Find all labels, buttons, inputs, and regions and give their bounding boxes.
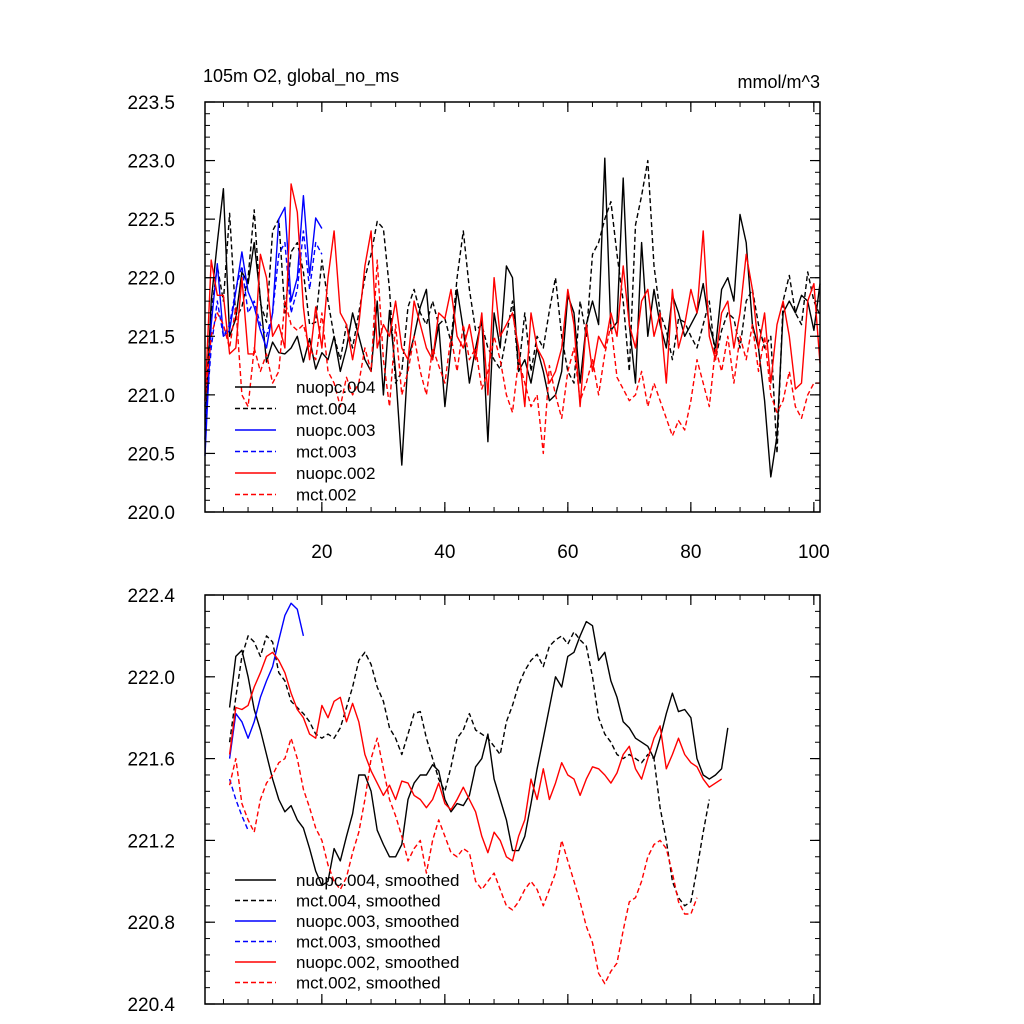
x-tick-label: 20 xyxy=(311,542,332,563)
legend-label: mct.003, smoothed xyxy=(296,933,441,952)
legend-label: mct.004 xyxy=(296,400,356,419)
legend-label: nuopc.003 xyxy=(296,421,375,440)
y-tick-label: 220.5 xyxy=(127,444,175,465)
series-line-nuopc-003-smoothed xyxy=(228,602,305,759)
y-tick-label: 221.2 xyxy=(127,831,175,852)
y-tick-label: 221.6 xyxy=(127,750,175,771)
legend-label: nuopc.003, smoothed xyxy=(296,912,460,931)
series-line-nuopc-003 xyxy=(204,194,323,456)
y-tick-label: 223.5 xyxy=(127,93,175,114)
chart-title: 105m O2, global_no_ms xyxy=(203,66,399,87)
series-line-nuopc-002-smoothed xyxy=(228,651,722,862)
series-line-mct-002-smoothed xyxy=(228,737,698,985)
y-tick-label: 222.5 xyxy=(127,210,175,231)
x-tick-label: 40 xyxy=(434,542,455,563)
series-line-nuopc-002 xyxy=(204,183,821,408)
x-tick-label: 60 xyxy=(557,542,578,563)
units-label: mmol/m^3 xyxy=(738,72,820,92)
y-tick-label: 221.0 xyxy=(127,386,175,407)
y-tick-label: 223.0 xyxy=(127,152,175,173)
plot-frame-top xyxy=(204,101,821,513)
y-tick-label: 220.4 xyxy=(127,995,175,1016)
series-line-nuopc-004-smoothed xyxy=(228,620,729,887)
series-line-mct-003 xyxy=(204,230,323,431)
y-tick-label: 222.0 xyxy=(127,269,175,290)
y-tick-label: 220.8 xyxy=(127,913,175,934)
legend-label: mct.002, smoothed xyxy=(296,974,441,993)
legend-label: mct.002 xyxy=(296,486,356,505)
y-tick-label: 220.0 xyxy=(127,503,175,524)
y-tick-label: 222.0 xyxy=(127,668,175,689)
legend-label: mct.003 xyxy=(296,443,356,462)
legend-label: nuopc.002, smoothed xyxy=(296,953,460,972)
y-tick-label: 221.5 xyxy=(127,327,175,348)
legend-label: nuopc.004 xyxy=(296,378,375,397)
top-panel: 105m O2, global_no_ms mmol/m^3 220.0 220.… xyxy=(127,66,829,563)
x-tick-label: 80 xyxy=(680,542,701,563)
series-line-mct-004-smoothed xyxy=(228,631,710,907)
series-line-mct-004 xyxy=(204,159,821,455)
legend-label: nuopc.002 xyxy=(296,464,375,483)
x-tick-label: 100 xyxy=(798,542,830,563)
y-tick-label: 222.4 xyxy=(127,586,175,607)
legend-label: mct.004, smoothed xyxy=(296,892,441,911)
legend-label: nuopc.004, smoothed xyxy=(296,871,460,890)
series-line-mct-003-smoothed xyxy=(228,778,249,831)
bottom-panel: 220.4 220.8 221.2 221.6 222.0 222.4 nuopc.004… xyxy=(127,586,821,1016)
plot-frame-bottom xyxy=(204,594,821,1005)
